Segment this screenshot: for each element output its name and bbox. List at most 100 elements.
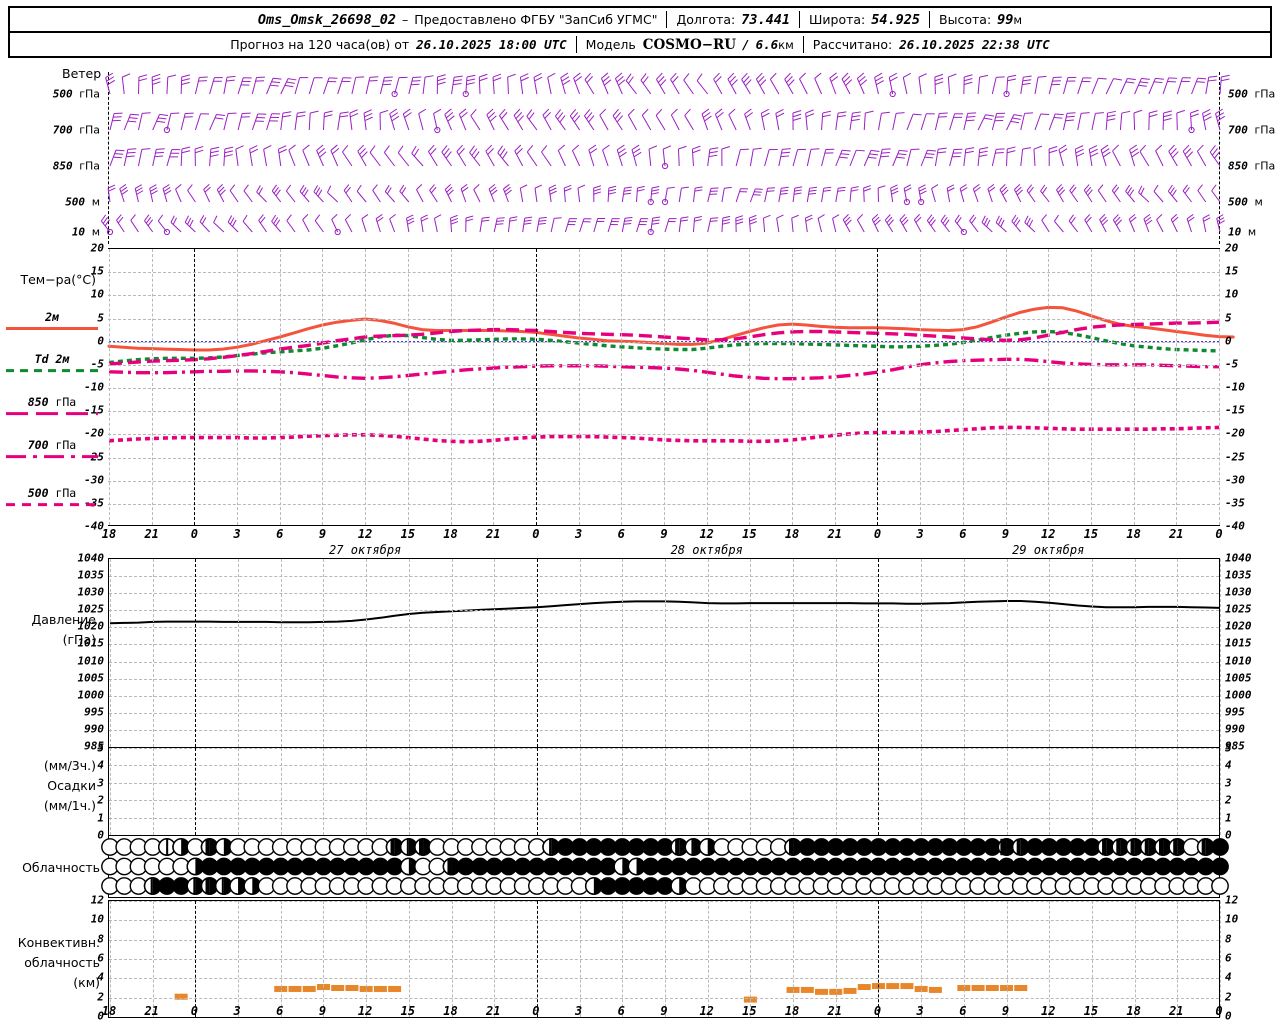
- y-tick-label: 1010: [77, 654, 105, 668]
- wind-barb: [263, 145, 272, 167]
- wind-barb: [636, 218, 649, 233]
- grid-line-vertical: [451, 901, 453, 1017]
- x-tick-label: 12: [1040, 1004, 1056, 1018]
- day-boundary-line: [877, 249, 879, 525]
- cloud-symbol: [969, 838, 987, 856]
- wind-barb: [1205, 75, 1218, 95]
- x-tick-label: 21: [485, 1004, 501, 1018]
- wind-barb: [1133, 109, 1143, 131]
- wind-barb: [342, 145, 353, 167]
- temperature-legend-item: 850 гПа: [0, 395, 104, 416]
- grid-line-vertical: [451, 748, 453, 835]
- wind-barb: [792, 148, 807, 167]
- wind-barb: [849, 111, 861, 131]
- wind-barb: [1040, 184, 1050, 203]
- y-tick-label: 0: [1225, 1009, 1232, 1023]
- wind-barb: [677, 145, 687, 167]
- wind-barb: [735, 148, 749, 167]
- y-tick-label: 1005: [1225, 671, 1252, 685]
- wind-barb: [678, 186, 689, 203]
- y-tick-label: 985: [84, 739, 104, 753]
- grid-line-vertical: [920, 249, 922, 525]
- day-boundary-line: [536, 559, 538, 747]
- wind-barb: [416, 184, 424, 203]
- wind-barb: [744, 108, 753, 131]
- legend-label: 850 гПа: [27, 395, 77, 409]
- wind-barb: [429, 184, 438, 203]
- y-tick-label: 1000: [1225, 688, 1252, 702]
- wind-barb: [399, 184, 410, 203]
- wind-barb: [1162, 110, 1173, 131]
- wind-barb: [286, 214, 296, 233]
- y-tick-label: 5: [97, 741, 104, 755]
- grid-line-vertical: [1219, 249, 1220, 525]
- grid-line-vertical: [707, 559, 709, 747]
- wind-barb: [299, 184, 310, 203]
- wind-barb: [493, 217, 505, 233]
- grid-line-vertical: [494, 748, 496, 835]
- cloud-symbol: [898, 857, 916, 876]
- wind-barb: [1162, 77, 1178, 95]
- grid-line-vertical: [621, 249, 623, 525]
- longitude-label: Долгота:: [676, 12, 736, 27]
- wind-barb: [1062, 112, 1076, 131]
- wind-level-label: 500 гПа: [52, 87, 100, 101]
- grid-line-vertical: [1049, 559, 1051, 747]
- y-tick-label: 5: [1225, 311, 1232, 324]
- wind-barb: [242, 214, 253, 233]
- wind-barb: [227, 215, 239, 233]
- wind-barb: [799, 72, 808, 95]
- grid-line-vertical: [1090, 249, 1092, 525]
- wind-barb: [940, 214, 951, 233]
- cloud-symbol: [855, 857, 874, 876]
- cloud-symbol: [542, 838, 561, 856]
- cloud-symbol: [656, 857, 674, 876]
- temperature-line: [107, 305, 1235, 352]
- temperature-plot: [107, 248, 1235, 526]
- grid-line-horizontal: [109, 678, 1219, 680]
- wind-barb: [817, 214, 825, 233]
- y-tick-label: -30: [84, 473, 104, 487]
- x-tick-label: 0: [532, 527, 540, 541]
- y-tick-label: 1040: [77, 551, 105, 565]
- grid-line-vertical: [494, 559, 496, 747]
- wind-barb: [593, 217, 606, 233]
- y-tick-label: 4: [1225, 758, 1232, 772]
- wind-barb: [814, 72, 822, 95]
- grid-line-vertical: [1176, 249, 1178, 525]
- y-tick-label: 1020: [1225, 619, 1252, 633]
- wind-barb: [235, 145, 244, 167]
- wind-barb: [322, 77, 338, 95]
- wind-barb: [607, 218, 620, 233]
- x-tick-label: 0: [873, 1004, 882, 1018]
- precip-caption-line3: (мм/1ч.): [43, 798, 96, 813]
- grid-line-vertical: [750, 748, 752, 835]
- y-tick-label: 1035: [77, 568, 105, 582]
- wind-barb: [647, 186, 660, 206]
- wind-barb: [701, 108, 712, 131]
- grid-line-vertical: [408, 559, 410, 747]
- wind-barb: [1006, 114, 1023, 131]
- cloud-symbol: [983, 857, 1002, 876]
- wind-barb: [313, 185, 324, 203]
- cloud-symbol: [613, 857, 632, 876]
- y-tick-label: -40: [84, 519, 104, 533]
- y-tick-label: 1025: [77, 602, 105, 616]
- grid-line-vertical: [622, 901, 624, 1017]
- grid-line-horizontal: [109, 610, 1219, 612]
- wind-barb: [1003, 74, 1017, 98]
- pressure-plot: [108, 558, 1221, 748]
- wind-barb: [832, 214, 840, 233]
- cloud-symbol: [158, 838, 176, 856]
- wind-barb: [727, 72, 738, 95]
- wind-barb: [949, 113, 964, 131]
- cloud-symbol: [741, 857, 760, 876]
- y-tick-label: 2: [1225, 990, 1232, 1004]
- wind-barb: [877, 185, 886, 203]
- wind-barb: [963, 74, 973, 95]
- forecast-time: 26.10.2025 18:00 UTC: [416, 37, 567, 52]
- y-tick-label: 4: [97, 970, 104, 984]
- grid-line-vertical: [622, 559, 624, 747]
- cloud-symbol: [613, 877, 632, 895]
- wind-barb: [1048, 146, 1058, 167]
